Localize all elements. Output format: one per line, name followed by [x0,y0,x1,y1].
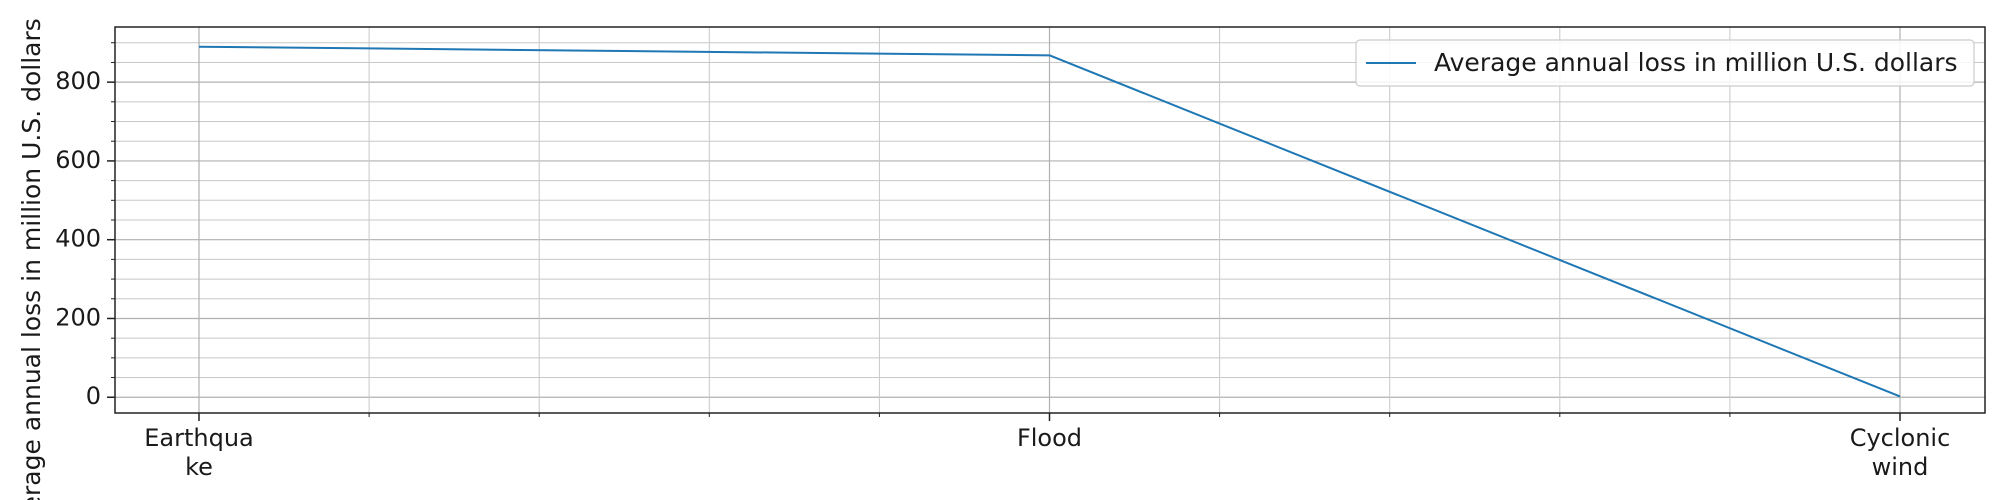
x-tick-label-line: wind [1872,453,1929,481]
y-axis-title: Average annual loss in million U.S. doll… [17,18,46,500]
series-line [198,45,1901,398]
y-tick-label: 0 [86,382,101,410]
legend-label: Average annual loss in million U.S. doll… [1434,48,1958,77]
x-tick-label-line: Earthqua [144,424,254,452]
legend-box [1355,39,1975,87]
grid-lines [115,27,1985,413]
y-tick-label: 400 [55,225,101,253]
y-tick-label: 600 [55,146,101,174]
axis-ticks: 0 200 400 600 800 Earthqua ke Flood Cyclonic wind [55,42,1951,481]
series-lines [198,45,1901,398]
y-tick-label: 200 [55,303,101,331]
x-tick-label: Flood [1017,424,1082,452]
x-tick-label-line: Flood [1017,424,1082,452]
x-tick-label: Earthqua ke [144,424,254,481]
x-tick-label: Cyclonic wind [1850,424,1951,481]
x-tick-label-line: ke [185,453,213,481]
x-tick-label-line: Cyclonic [1850,424,1951,452]
y-tick-label: 800 [55,67,101,95]
legend: Average annual loss in million U.S. doll… [1355,39,1975,87]
